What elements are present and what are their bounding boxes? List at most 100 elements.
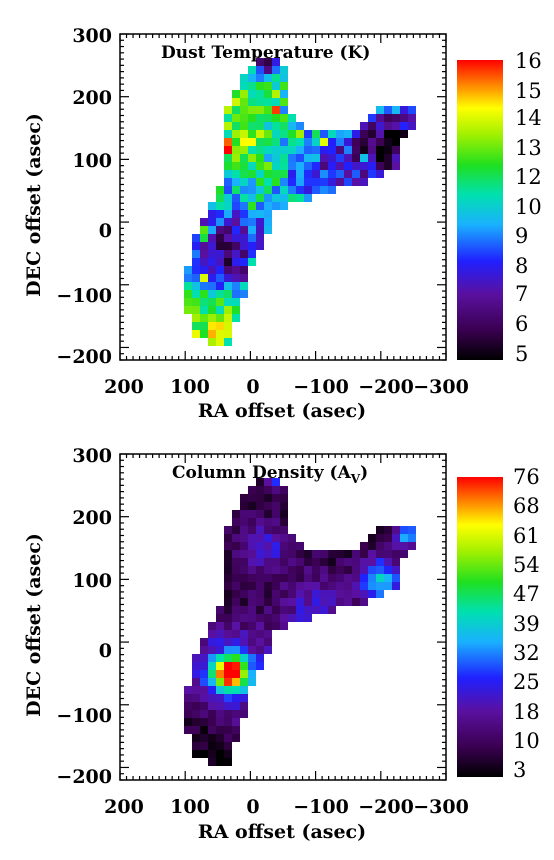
heatmap-cell — [208, 210, 216, 218]
heatmap-cell — [344, 170, 352, 178]
heatmap-cell — [232, 194, 240, 202]
heatmap-cell — [256, 138, 264, 146]
heatmap-cell — [224, 734, 232, 742]
heatmap-cell — [312, 154, 320, 162]
heatmap-cell — [376, 146, 384, 154]
heatmap-cell — [304, 130, 312, 138]
heatmap-cell — [224, 558, 232, 566]
heatmap-cell — [240, 534, 248, 542]
heatmap-cell — [248, 250, 256, 258]
heatmap-cell — [352, 170, 360, 178]
heatmap-cell — [200, 298, 208, 306]
heatmap-cell — [264, 518, 272, 526]
heatmap-cell — [224, 242, 232, 250]
heatmap-cell — [296, 178, 304, 186]
heatmap-cell — [192, 702, 200, 710]
heatmap-cell — [200, 282, 208, 290]
heatmap-cell — [272, 478, 280, 486]
heatmap-cell — [248, 502, 256, 510]
y-tick-label: −200 — [56, 766, 112, 788]
heatmap-cell — [288, 194, 296, 202]
heatmap-cell — [224, 306, 232, 314]
heatmap-cell — [208, 330, 216, 338]
heatmap-cell — [344, 590, 352, 598]
heatmap-cell — [392, 122, 400, 130]
heatmap-cell — [264, 226, 272, 234]
heatmap-cell — [360, 598, 368, 606]
heatmap-cell — [216, 686, 224, 694]
heatmap-cell — [200, 702, 208, 710]
heatmap-cell — [208, 322, 216, 330]
heatmap-cell — [248, 90, 256, 98]
heatmap-cell — [368, 146, 376, 154]
heatmap-cell — [272, 66, 280, 74]
heatmap-cell — [200, 750, 208, 758]
heatmap-cell — [264, 178, 272, 186]
heatmap-cell — [240, 518, 248, 526]
colorbar-tick-label: 6 — [515, 312, 528, 336]
heatmap-cell — [216, 614, 224, 622]
heatmap-cell — [376, 122, 384, 130]
heatmap-cell — [392, 566, 400, 574]
heatmap-cell — [288, 550, 296, 558]
heatmap-cell — [304, 582, 312, 590]
heatmap-cell — [264, 114, 272, 122]
heatmap-cell — [256, 234, 264, 242]
heatmap-cell — [272, 58, 280, 66]
heatmap-cell — [344, 138, 352, 146]
heatmap-cell — [256, 106, 264, 114]
heatmap-cell — [224, 298, 232, 306]
panel-title-column-density: Column Density (AV) — [172, 463, 368, 486]
heatmap-cell — [248, 186, 256, 194]
heatmap-cell — [224, 154, 232, 162]
heatmap-cell — [216, 606, 224, 614]
heatmap-cell — [272, 154, 280, 162]
heatmap-cell — [240, 138, 248, 146]
heatmap-cell — [240, 622, 248, 630]
heatmap-cell — [288, 606, 296, 614]
heatmap-cell — [192, 234, 200, 242]
heatmap-cell — [336, 566, 344, 574]
colorbar-1 — [457, 60, 503, 360]
heatmap-cell — [232, 702, 240, 710]
heatmap-cell — [192, 250, 200, 258]
heatmap-cell — [344, 566, 352, 574]
heatmap-cell — [384, 154, 392, 162]
heatmap-cell — [328, 138, 336, 146]
heatmap-cell — [224, 130, 232, 138]
heatmap-cell — [360, 122, 368, 130]
heatmap-cell — [248, 534, 256, 542]
heatmap-cell — [400, 526, 408, 534]
heatmap-cell — [224, 654, 232, 662]
heatmap-cell — [216, 670, 224, 678]
heatmap-cell — [184, 306, 192, 314]
heatmap-cell — [248, 242, 256, 250]
colorbar-tick-label: 16 — [515, 49, 542, 73]
heatmap-cell — [232, 282, 240, 290]
heatmap-cell — [216, 622, 224, 630]
heatmap-cell — [208, 290, 216, 298]
heatmap-cell — [296, 122, 304, 130]
heatmap-cell — [320, 178, 328, 186]
heatmap-cell — [224, 638, 232, 646]
heatmap-cell — [232, 630, 240, 638]
y-tick-label: 300 — [72, 25, 112, 47]
heatmap-cell — [256, 598, 264, 606]
heatmap-cell — [216, 330, 224, 338]
heatmap-cell — [200, 734, 208, 742]
heatmap-cell — [264, 558, 272, 566]
heatmap-cell — [208, 742, 216, 750]
heatmap-cell — [384, 162, 392, 170]
heatmap-cell — [232, 574, 240, 582]
heatmap-cell — [232, 258, 240, 266]
heatmap-cell — [232, 170, 240, 178]
heatmap-cell — [232, 138, 240, 146]
heatmap-cell — [224, 146, 232, 154]
heatmap-cell — [256, 518, 264, 526]
heatmap-cell — [280, 494, 288, 502]
heatmap-cell — [240, 526, 248, 534]
heatmap-cell — [232, 154, 240, 162]
heatmap-cell — [336, 138, 344, 146]
heatmap-cell — [272, 526, 280, 534]
heatmap-cell — [232, 654, 240, 662]
